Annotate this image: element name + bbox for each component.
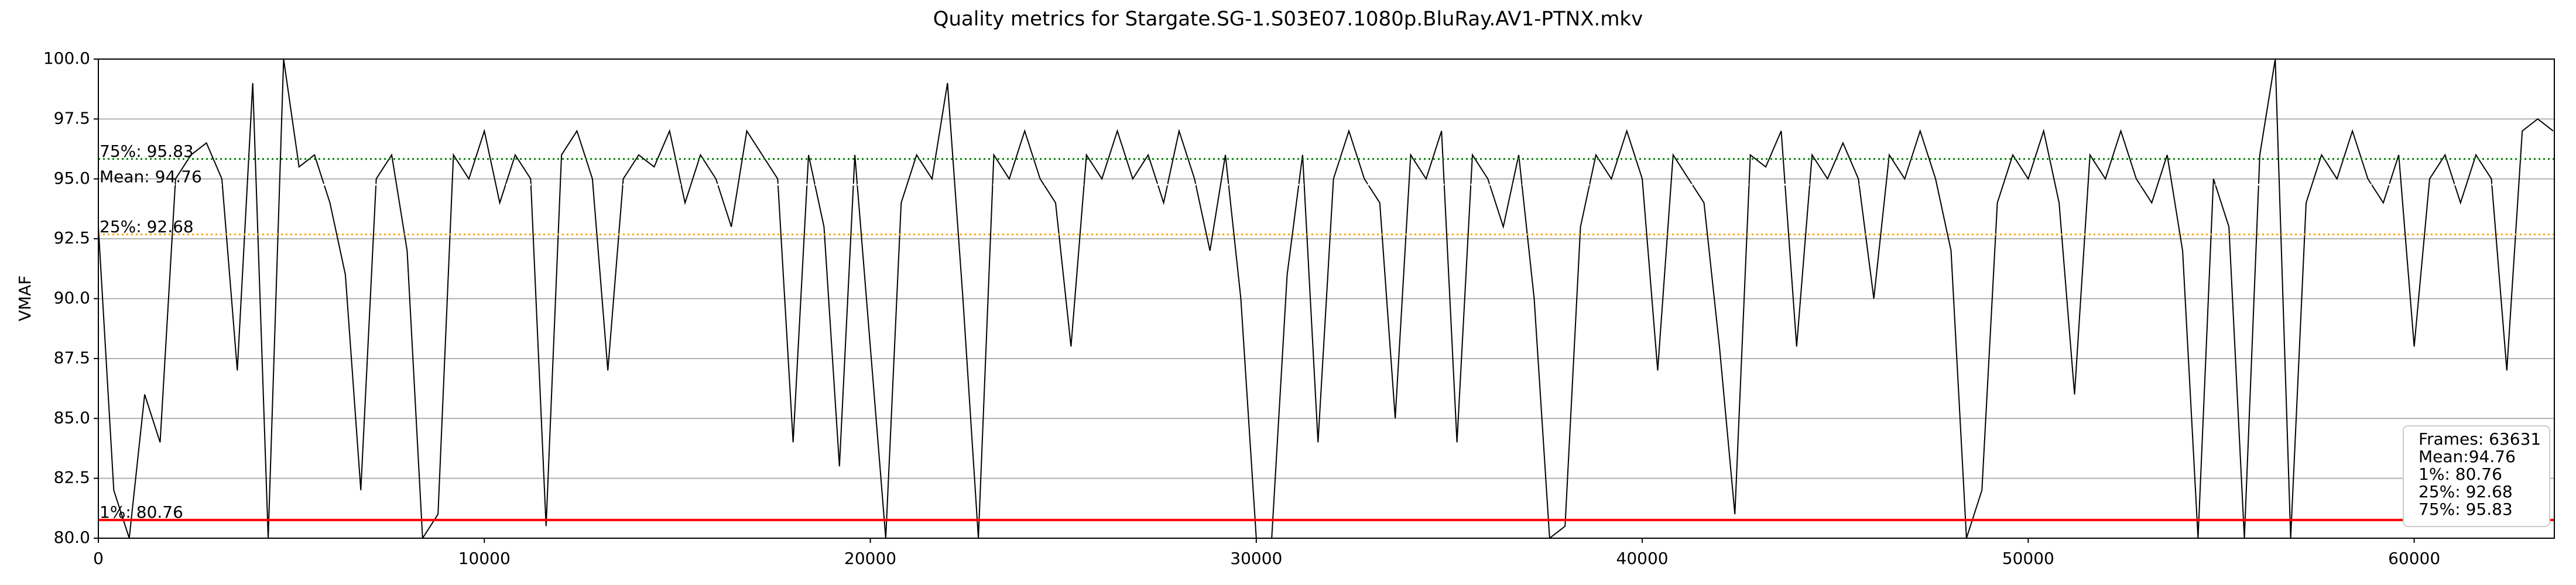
x-tick-label: 10000 [458, 549, 511, 568]
data-line [98, 59, 2554, 538]
x-tick-label: 0 [93, 549, 104, 568]
stats-text: 25%: 92.68 [2419, 482, 2513, 501]
stat-line-label: Mean: 94.76 [100, 167, 202, 187]
y-tick-label: 87.5 [54, 348, 90, 367]
stat-line-label: 75%: 95.83 [100, 142, 194, 161]
x-tick-label: 20000 [844, 549, 896, 568]
y-tick-label: 82.5 [54, 468, 90, 487]
stat-line-label: 1%: 80.76 [100, 503, 183, 522]
stats-box [2403, 425, 2550, 527]
chart-title: Quality metrics for Stargate.SG-1.S03E07… [933, 8, 1643, 31]
y-tick-label: 90.0 [54, 288, 90, 308]
y-tick-label: 80.0 [54, 528, 90, 547]
stat-line-label: 25%: 92.68 [100, 217, 194, 236]
y-tick-label: 95.0 [54, 168, 90, 188]
y-tick-label: 100.0 [43, 49, 90, 68]
x-tick-label: 40000 [1616, 549, 1669, 568]
stats-text: 75%: 95.83 [2419, 500, 2513, 519]
x-tick-label: 30000 [1230, 549, 1282, 568]
y-tick-label: 97.5 [54, 108, 90, 128]
x-tick-label: 50000 [2002, 549, 2054, 568]
y-axis-label: VMAF [15, 276, 35, 322]
stats-text: 1%: 80.76 [2419, 464, 2502, 484]
stats-text: Mean:94.76 [2419, 447, 2516, 466]
y-tick-label: 85.0 [54, 408, 90, 427]
stats-text: Frames: 63631 [2419, 429, 2541, 449]
y-tick-label: 92.5 [54, 228, 90, 247]
x-tick-label: 60000 [2388, 549, 2440, 568]
